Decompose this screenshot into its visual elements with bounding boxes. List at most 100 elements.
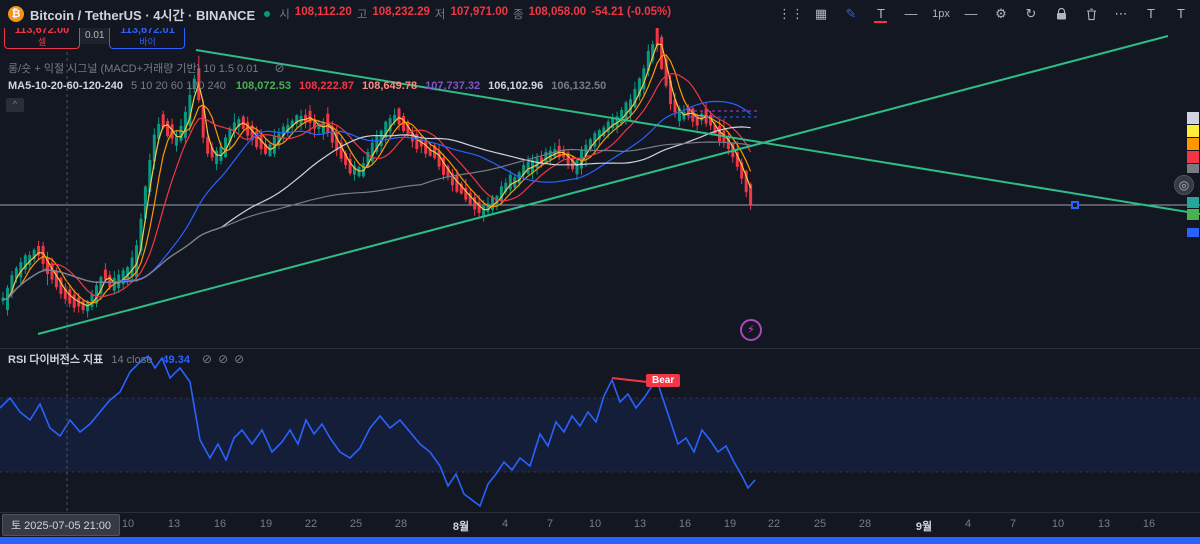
time-axis-label: 25 [349, 518, 363, 530]
symbol-title[interactable]: Bitcoin / TetherUS · 4시간 · BINANCE [30, 7, 256, 23]
line-style-icon[interactable]: — [964, 6, 978, 21]
ma-line [2, 73, 752, 300]
ma-value: 108,222.87 [298, 80, 355, 92]
time-axis-label: 8월 [452, 521, 470, 533]
line-thickness-icon[interactable]: — [904, 6, 918, 21]
bear-divergence-label: Bear [646, 374, 681, 387]
text-notes-icon[interactable]: T [1177, 6, 1185, 21]
rsi-line [0, 354, 756, 508]
quick-trade-lightning-button[interactable]: ⚡ [740, 319, 762, 341]
open-value: 108,112.20 [294, 6, 352, 18]
time-axis-label: 16 [1142, 518, 1156, 530]
trend-line [195, 49, 1200, 215]
time-axis-label: 10 [1051, 518, 1065, 530]
time-axis-label: 16 [678, 518, 692, 530]
sell-label: 셀 [37, 37, 47, 47]
ma-value: 106,132.50 [551, 80, 607, 92]
trend-line [37, 35, 1169, 335]
price-scale-tag [1187, 151, 1199, 163]
rsi-value: 49.34 [162, 354, 190, 366]
remove-drawings-icon[interactable] [1076, 0, 1106, 28]
time-axis-label: 22 [304, 518, 318, 530]
time-axis-label: 19 [259, 518, 273, 530]
time-axis-label: 9월 [915, 521, 933, 533]
ma-value: 107,737.32 [425, 80, 481, 92]
text-tool-icon[interactable]: T [1147, 6, 1155, 21]
ma-line [2, 100, 751, 300]
low-label: 저 [434, 9, 446, 21]
time-axis-label: 7 [546, 518, 554, 530]
rsi-plot-toggles: ⊘ ⊘ ⊘ [196, 352, 245, 366]
time-axis-label: 13 [167, 518, 181, 530]
ma-values: 108,072.53 108,222.87 108,649.78 107,737.32… [236, 80, 614, 92]
market-open-dot [264, 11, 271, 17]
buy-label: 바이 [139, 37, 156, 47]
price-scale-tag [1187, 209, 1199, 220]
ma-line [2, 141, 751, 300]
time-axis-label: 4 [501, 518, 509, 530]
time-axis-label: 4 [964, 518, 972, 530]
high-label: 고 [356, 9, 368, 21]
time-axis-label: 13 [1097, 518, 1111, 530]
eye-off-icon[interactable]: ⊘ [218, 352, 229, 366]
eye-off-icon[interactable]: ⊘ [202, 352, 213, 366]
rsi-indicator-title: RSI 다이버전스 지표 [8, 354, 104, 366]
change-value: -54.21 (-0.05%) [591, 6, 672, 18]
time-axis-label: 13 [633, 518, 647, 530]
time-axis-label: 16 [213, 518, 227, 530]
price-scale-tag [1187, 164, 1199, 173]
time-axis-label: 28 [394, 518, 408, 530]
horizontal-line-handle[interactable] [1071, 201, 1079, 209]
close-label: 종 [513, 9, 524, 21]
settings-gear-icon[interactable]: ⚙ [995, 6, 1007, 21]
quantity-field[interactable]: 0.01 [80, 27, 110, 44]
ma-indicator-legend[interactable]: MA5-10-20-60-120-240 5 10 20 60 120 240 … [8, 80, 614, 92]
rsi-indicator-params: 14 close [111, 354, 153, 366]
signal-indicator-title: 롱/숏 + 익절 시그널 (MACD+거래량 기반) [8, 63, 201, 75]
price-scale-tag [1187, 125, 1199, 137]
ma-indicator-params: 5 10 20 60 120 240 [131, 80, 226, 92]
time-axis-label: 10 [121, 518, 135, 530]
time-axis-label: 7 [1009, 518, 1017, 530]
price-scale-tag [1187, 112, 1199, 124]
signal-indicator-params: 10 1.5 0.01 [203, 63, 259, 75]
text-color-icon[interactable]: T [866, 0, 896, 28]
time-axis-label: 25 [813, 518, 827, 530]
close-value: 108,058.00 [528, 6, 587, 18]
ma-value: 106,102.96 [488, 80, 544, 92]
crosshair-date-label: 토 2025-07-05 21:00 [2, 514, 121, 536]
symbol-info: ₿ Bitcoin / TetherUS · 4시간 · BINANCE 시 1… [0, 5, 671, 24]
ma-value: 108,649.78 [362, 80, 418, 92]
time-axis-label: 28 [858, 518, 872, 530]
drag-handle-icon[interactable]: ⋮⋮ [778, 6, 804, 21]
draw-pencil-icon[interactable]: ✎ [845, 6, 857, 21]
open-label: 시 [279, 9, 290, 21]
collapse-legend-button[interactable]: ^ [6, 98, 24, 112]
time-axis-label: 10 [588, 518, 602, 530]
price-scale-tag [1187, 228, 1199, 237]
price-scale-tag [1187, 197, 1199, 208]
time-axis-label: 19 [723, 518, 737, 530]
bottom-accent-bar [0, 537, 1200, 544]
multichart-layout-icon[interactable]: ▦ [814, 6, 828, 21]
ma-value: 108,072.53 [235, 80, 291, 92]
price-scale-tag [1187, 138, 1199, 150]
time-axis[interactable]: 10 13 16 19 22 25 28 8월 4 7 10 13 16 19 22 25 28 9월 4 7 10 13… [0, 512, 1200, 537]
line-width-label[interactable]: 1px [932, 8, 950, 20]
time-axis-label: 22 [767, 518, 781, 530]
rsi-indicator-legend[interactable]: RSI 다이버전스 지표 14 close 49.34 ⊘ ⊘ ⊘ [8, 351, 244, 367]
low-value: 107,971.00 [450, 6, 509, 18]
bar-replay-icon[interactable]: ↻ [1025, 6, 1037, 21]
eye-off-icon[interactable]: ⊘ [274, 61, 285, 75]
top-toolbar: ⋮⋮ ▦ ✎ T — 1px — ⚙ ↻ ⋯ T T [776, 0, 1196, 28]
lock-drawings-icon[interactable] [1046, 0, 1076, 28]
more-options-icon[interactable]: ⋯ [1114, 6, 1128, 21]
bitcoin-logo-icon: ₿ [8, 6, 24, 22]
ohlc-readout: 시 108,112.20 고 108,232.29 저 107,971.00 종… [279, 6, 671, 22]
signal-indicator-legend[interactable]: 롱/숏 + 익절 시그널 (MACD+거래량 기반) 10 1.5 0.01 ⊘ [8, 60, 285, 76]
eye-off-icon[interactable]: ⊘ [234, 352, 245, 366]
scroll-to-price-button[interactable]: ◎ [1174, 175, 1194, 195]
chart-header: ₿ Bitcoin / TetherUS · 4시간 · BINANCE 시 1… [0, 0, 1200, 28]
